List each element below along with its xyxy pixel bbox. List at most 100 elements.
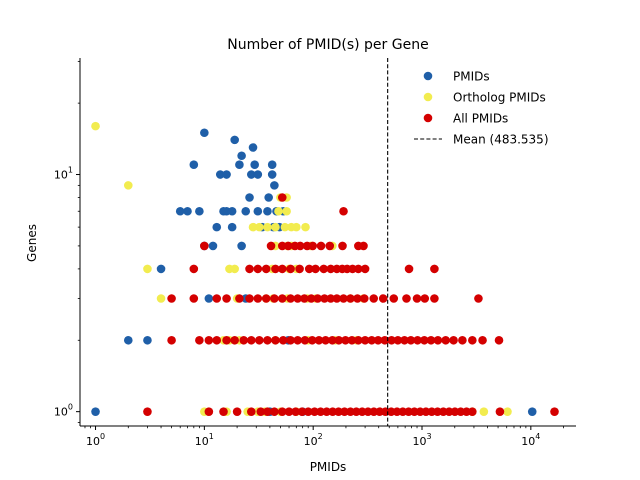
data-point	[339, 206, 348, 216]
data-point	[441, 335, 450, 345]
data-point	[232, 407, 242, 416]
data-point	[189, 294, 199, 303]
data-point	[245, 193, 254, 202]
data-point	[306, 294, 316, 303]
data-point	[332, 294, 342, 303]
data-point	[430, 264, 439, 274]
data-point	[284, 407, 294, 416]
data-point	[310, 407, 319, 416]
data-point	[253, 170, 263, 179]
data-point	[91, 407, 100, 416]
data-point	[326, 264, 336, 274]
data-point	[253, 206, 263, 216]
data-point	[393, 335, 403, 345]
data-point	[316, 241, 326, 251]
data-point	[241, 206, 251, 216]
data-point	[204, 407, 214, 416]
data-point	[248, 222, 258, 232]
data-point	[334, 407, 343, 416]
data-point	[380, 335, 390, 345]
data-point	[189, 264, 199, 274]
data-point	[479, 407, 489, 416]
data-point	[189, 160, 199, 169]
data-point	[250, 160, 259, 169]
data-point	[167, 294, 176, 303]
data-point	[334, 335, 344, 345]
data-point	[227, 206, 237, 216]
data-point	[389, 294, 399, 303]
data-point	[495, 407, 505, 416]
data-point	[378, 294, 388, 303]
chart-title: Number of PMID(s) per Gene	[227, 37, 428, 53]
data-point	[263, 335, 272, 345]
data-point	[261, 294, 271, 303]
data-point	[282, 206, 291, 216]
data-point	[204, 335, 214, 345]
legend-marker	[423, 71, 433, 81]
data-point	[449, 335, 458, 345]
data-point	[352, 407, 361, 416]
data-point	[347, 335, 357, 345]
data-point	[222, 170, 231, 179]
data-point	[278, 335, 288, 345]
data-point	[245, 294, 254, 303]
data-point	[458, 335, 467, 345]
data-point	[313, 294, 322, 303]
data-point	[413, 335, 422, 345]
data-point	[200, 128, 209, 138]
data-point	[235, 294, 244, 303]
data-point	[247, 335, 256, 345]
data-point	[420, 335, 429, 345]
data-point	[143, 335, 152, 345]
data-point	[321, 335, 330, 345]
data-point	[346, 294, 355, 303]
data-point	[219, 206, 228, 216]
data-point	[354, 264, 363, 274]
data-point	[286, 335, 295, 345]
data-point	[277, 264, 287, 274]
data-point	[468, 407, 477, 416]
data-point	[267, 160, 277, 169]
data-point	[326, 294, 336, 303]
data-point	[245, 264, 254, 274]
data-point	[227, 222, 237, 232]
data-point	[195, 335, 204, 345]
data-point	[204, 294, 214, 303]
data-point	[271, 222, 280, 232]
data-point	[277, 193, 287, 202]
data-point	[430, 294, 439, 303]
data-point	[426, 335, 436, 345]
data-point	[256, 407, 266, 416]
data-point	[230, 335, 239, 345]
data-point	[266, 241, 276, 251]
data-point	[248, 143, 258, 152]
data-point	[219, 407, 228, 416]
data-point	[195, 206, 204, 216]
data-point	[215, 170, 225, 179]
data-point	[360, 335, 370, 345]
data-point	[300, 294, 309, 303]
data-point	[277, 241, 287, 251]
data-point	[328, 407, 337, 416]
data-point	[341, 335, 350, 345]
data-point	[143, 407, 152, 416]
data-point	[156, 294, 166, 303]
data-point	[263, 206, 272, 216]
data-point	[91, 121, 100, 131]
data-point	[267, 170, 277, 179]
legend-label: Ortholog PMIDs	[453, 91, 546, 105]
data-point	[271, 335, 280, 345]
data-point	[200, 241, 209, 251]
data-point	[503, 407, 512, 416]
data-point	[247, 407, 256, 416]
data-point	[300, 335, 310, 345]
data-point	[311, 264, 320, 274]
legend-label: PMIDs	[453, 70, 490, 84]
data-point	[286, 294, 295, 303]
legend-marker	[423, 113, 433, 123]
data-point	[212, 335, 222, 345]
data-point	[301, 222, 310, 232]
x-axis-label: PMIDs	[310, 460, 347, 474]
axes: 100 101 102 103 104 100 101	[54, 58, 576, 448]
